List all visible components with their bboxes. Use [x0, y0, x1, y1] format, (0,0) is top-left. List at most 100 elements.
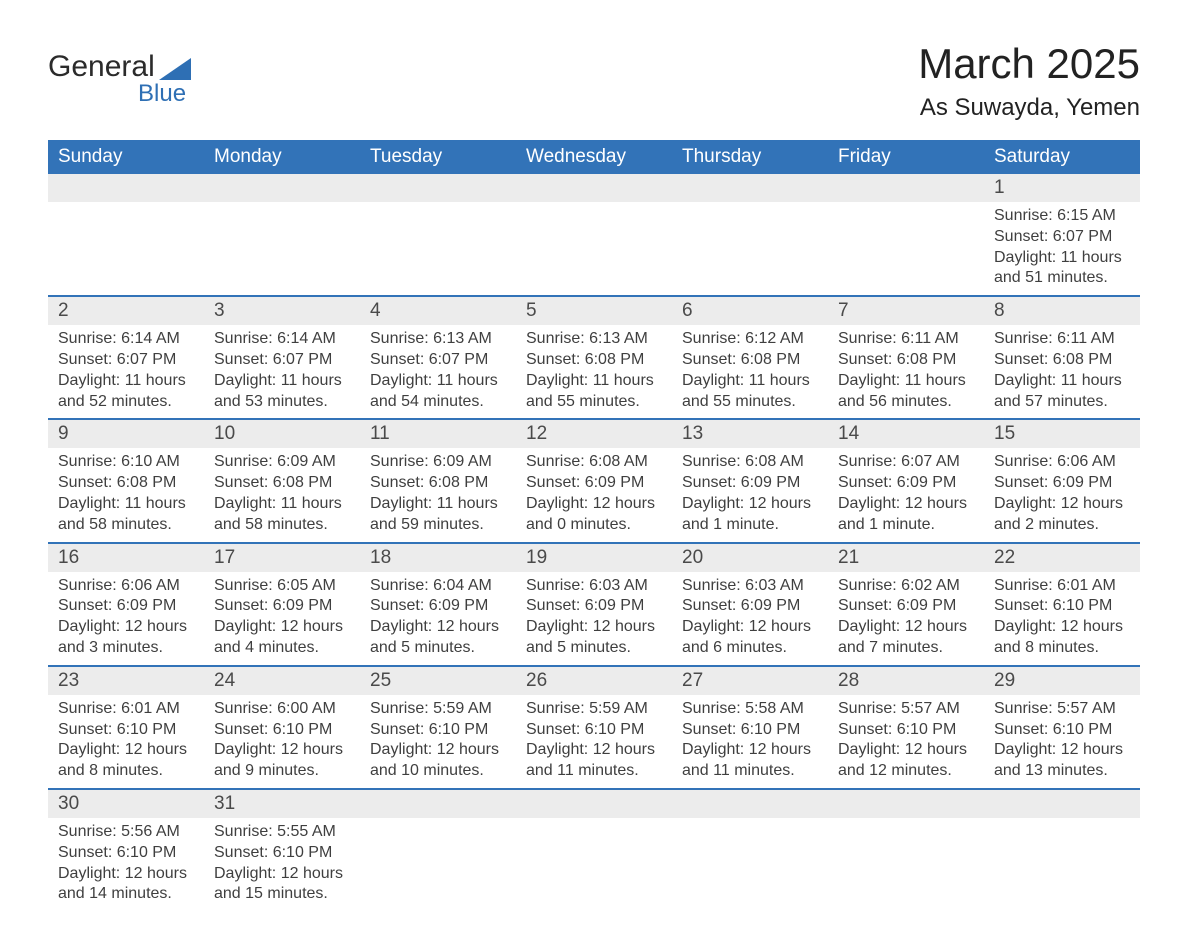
day-cell: Sunrise: 6:06 AMSunset: 6:09 PMDaylight:…	[984, 448, 1140, 542]
day-content-row: Sunrise: 6:06 AMSunset: 6:09 PMDaylight:…	[48, 572, 1140, 666]
sunrise-text: Sunrise: 6:05 AM	[214, 576, 350, 597]
day-cell: Sunrise: 6:13 AMSunset: 6:08 PMDaylight:…	[516, 325, 672, 419]
day-number: 2	[48, 296, 204, 325]
sunset-text: Sunset: 6:09 PM	[838, 596, 974, 617]
sunset-text: Sunset: 6:09 PM	[682, 473, 818, 494]
day-header: Tuesday	[360, 140, 516, 174]
day-cell: Sunrise: 5:59 AMSunset: 6:10 PMDaylight:…	[516, 695, 672, 789]
day-header-row: Sunday Monday Tuesday Wednesday Thursday…	[48, 140, 1140, 174]
day-number: 21	[828, 543, 984, 572]
day-number: 17	[204, 543, 360, 572]
day-number: 29	[984, 666, 1140, 695]
day-cell: Sunrise: 6:13 AMSunset: 6:07 PMDaylight:…	[360, 325, 516, 419]
sunrise-text: Sunrise: 6:06 AM	[994, 452, 1130, 473]
daylight-text-2: and 6 minutes.	[682, 638, 818, 659]
daylight-text-2: and 51 minutes.	[994, 268, 1130, 289]
sunrise-text: Sunrise: 5:57 AM	[994, 699, 1130, 720]
day-number: 15	[984, 419, 1140, 448]
day-cell: Sunrise: 6:10 AMSunset: 6:08 PMDaylight:…	[48, 448, 204, 542]
day-header: Saturday	[984, 140, 1140, 174]
day-number: 12	[516, 419, 672, 448]
day-number	[360, 789, 516, 818]
sunset-text: Sunset: 6:08 PM	[526, 350, 662, 371]
day-cell	[828, 202, 984, 296]
sunrise-text: Sunrise: 5:57 AM	[838, 699, 974, 720]
sunrise-text: Sunrise: 6:09 AM	[214, 452, 350, 473]
day-cell: Sunrise: 6:11 AMSunset: 6:08 PMDaylight:…	[984, 325, 1140, 419]
day-number: 18	[360, 543, 516, 572]
sunrise-text: Sunrise: 6:01 AM	[994, 576, 1130, 597]
daylight-text-2: and 1 minute.	[682, 515, 818, 536]
day-cell	[48, 202, 204, 296]
sunset-text: Sunset: 6:10 PM	[58, 720, 194, 741]
day-cell	[204, 202, 360, 296]
sunset-text: Sunset: 6:09 PM	[214, 596, 350, 617]
day-number	[204, 174, 360, 202]
logo-word1: General	[48, 52, 155, 82]
sunrise-text: Sunrise: 6:01 AM	[58, 699, 194, 720]
day-number: 19	[516, 543, 672, 572]
sunset-text: Sunset: 6:09 PM	[370, 596, 506, 617]
sunrise-text: Sunrise: 6:12 AM	[682, 329, 818, 350]
day-cell: Sunrise: 6:07 AMSunset: 6:09 PMDaylight:…	[828, 448, 984, 542]
day-number-row: 2345678	[48, 296, 1140, 325]
daylight-text: Daylight: 11 hours	[214, 371, 350, 392]
sunset-text: Sunset: 6:10 PM	[682, 720, 818, 741]
day-number-row: 16171819202122	[48, 543, 1140, 572]
daylight-text: Daylight: 12 hours	[58, 864, 194, 885]
day-number	[672, 174, 828, 202]
day-content-row: Sunrise: 6:01 AMSunset: 6:10 PMDaylight:…	[48, 695, 1140, 789]
day-number: 4	[360, 296, 516, 325]
sunrise-text: Sunrise: 6:09 AM	[370, 452, 506, 473]
sunset-text: Sunset: 6:10 PM	[526, 720, 662, 741]
day-cell: Sunrise: 5:56 AMSunset: 6:10 PMDaylight:…	[48, 818, 204, 911]
daylight-text: Daylight: 12 hours	[838, 740, 974, 761]
day-cell: Sunrise: 5:57 AMSunset: 6:10 PMDaylight:…	[984, 695, 1140, 789]
sunrise-text: Sunrise: 6:08 AM	[526, 452, 662, 473]
daylight-text-2: and 0 minutes.	[526, 515, 662, 536]
sunrise-text: Sunrise: 6:02 AM	[838, 576, 974, 597]
daylight-text-2: and 11 minutes.	[526, 761, 662, 782]
daylight-text: Daylight: 12 hours	[838, 494, 974, 515]
sunset-text: Sunset: 6:09 PM	[682, 596, 818, 617]
daylight-text-2: and 9 minutes.	[214, 761, 350, 782]
day-number: 20	[672, 543, 828, 572]
daylight-text: Daylight: 11 hours	[994, 371, 1130, 392]
sunrise-text: Sunrise: 6:10 AM	[58, 452, 194, 473]
day-cell: Sunrise: 6:00 AMSunset: 6:10 PMDaylight:…	[204, 695, 360, 789]
sunset-text: Sunset: 6:10 PM	[994, 596, 1130, 617]
day-content-row: Sunrise: 6:15 AMSunset: 6:07 PMDaylight:…	[48, 202, 1140, 296]
daylight-text-2: and 55 minutes.	[526, 392, 662, 413]
title-block: March 2025 As Suwayda, Yemen	[918, 40, 1140, 122]
daylight-text: Daylight: 12 hours	[214, 864, 350, 885]
daylight-text-2: and 54 minutes.	[370, 392, 506, 413]
sunset-text: Sunset: 6:07 PM	[994, 227, 1130, 248]
sunrise-text: Sunrise: 5:58 AM	[682, 699, 818, 720]
sunset-text: Sunset: 6:09 PM	[526, 473, 662, 494]
day-header: Friday	[828, 140, 984, 174]
daylight-text: Daylight: 12 hours	[370, 740, 506, 761]
day-number: 3	[204, 296, 360, 325]
day-cell: Sunrise: 5:58 AMSunset: 6:10 PMDaylight:…	[672, 695, 828, 789]
daylight-text: Daylight: 11 hours	[370, 371, 506, 392]
location: As Suwayda, Yemen	[918, 94, 1140, 122]
day-number: 31	[204, 789, 360, 818]
sunrise-text: Sunrise: 6:08 AM	[682, 452, 818, 473]
day-cell	[360, 818, 516, 911]
sunset-text: Sunset: 6:10 PM	[370, 720, 506, 741]
daylight-text-2: and 58 minutes.	[214, 515, 350, 536]
daylight-text-2: and 14 minutes.	[58, 884, 194, 905]
day-cell	[672, 202, 828, 296]
day-cell: Sunrise: 5:57 AMSunset: 6:10 PMDaylight:…	[828, 695, 984, 789]
day-cell	[672, 818, 828, 911]
daylight-text: Daylight: 12 hours	[58, 740, 194, 761]
sunset-text: Sunset: 6:09 PM	[994, 473, 1130, 494]
day-cell: Sunrise: 6:14 AMSunset: 6:07 PMDaylight:…	[204, 325, 360, 419]
sunset-text: Sunset: 6:10 PM	[214, 720, 350, 741]
sunrise-text: Sunrise: 6:13 AM	[370, 329, 506, 350]
logo-top: General	[48, 52, 191, 82]
sunrise-text: Sunrise: 6:11 AM	[994, 329, 1130, 350]
day-number: 11	[360, 419, 516, 448]
daylight-text: Daylight: 12 hours	[370, 617, 506, 638]
day-cell: Sunrise: 6:02 AMSunset: 6:09 PMDaylight:…	[828, 572, 984, 666]
